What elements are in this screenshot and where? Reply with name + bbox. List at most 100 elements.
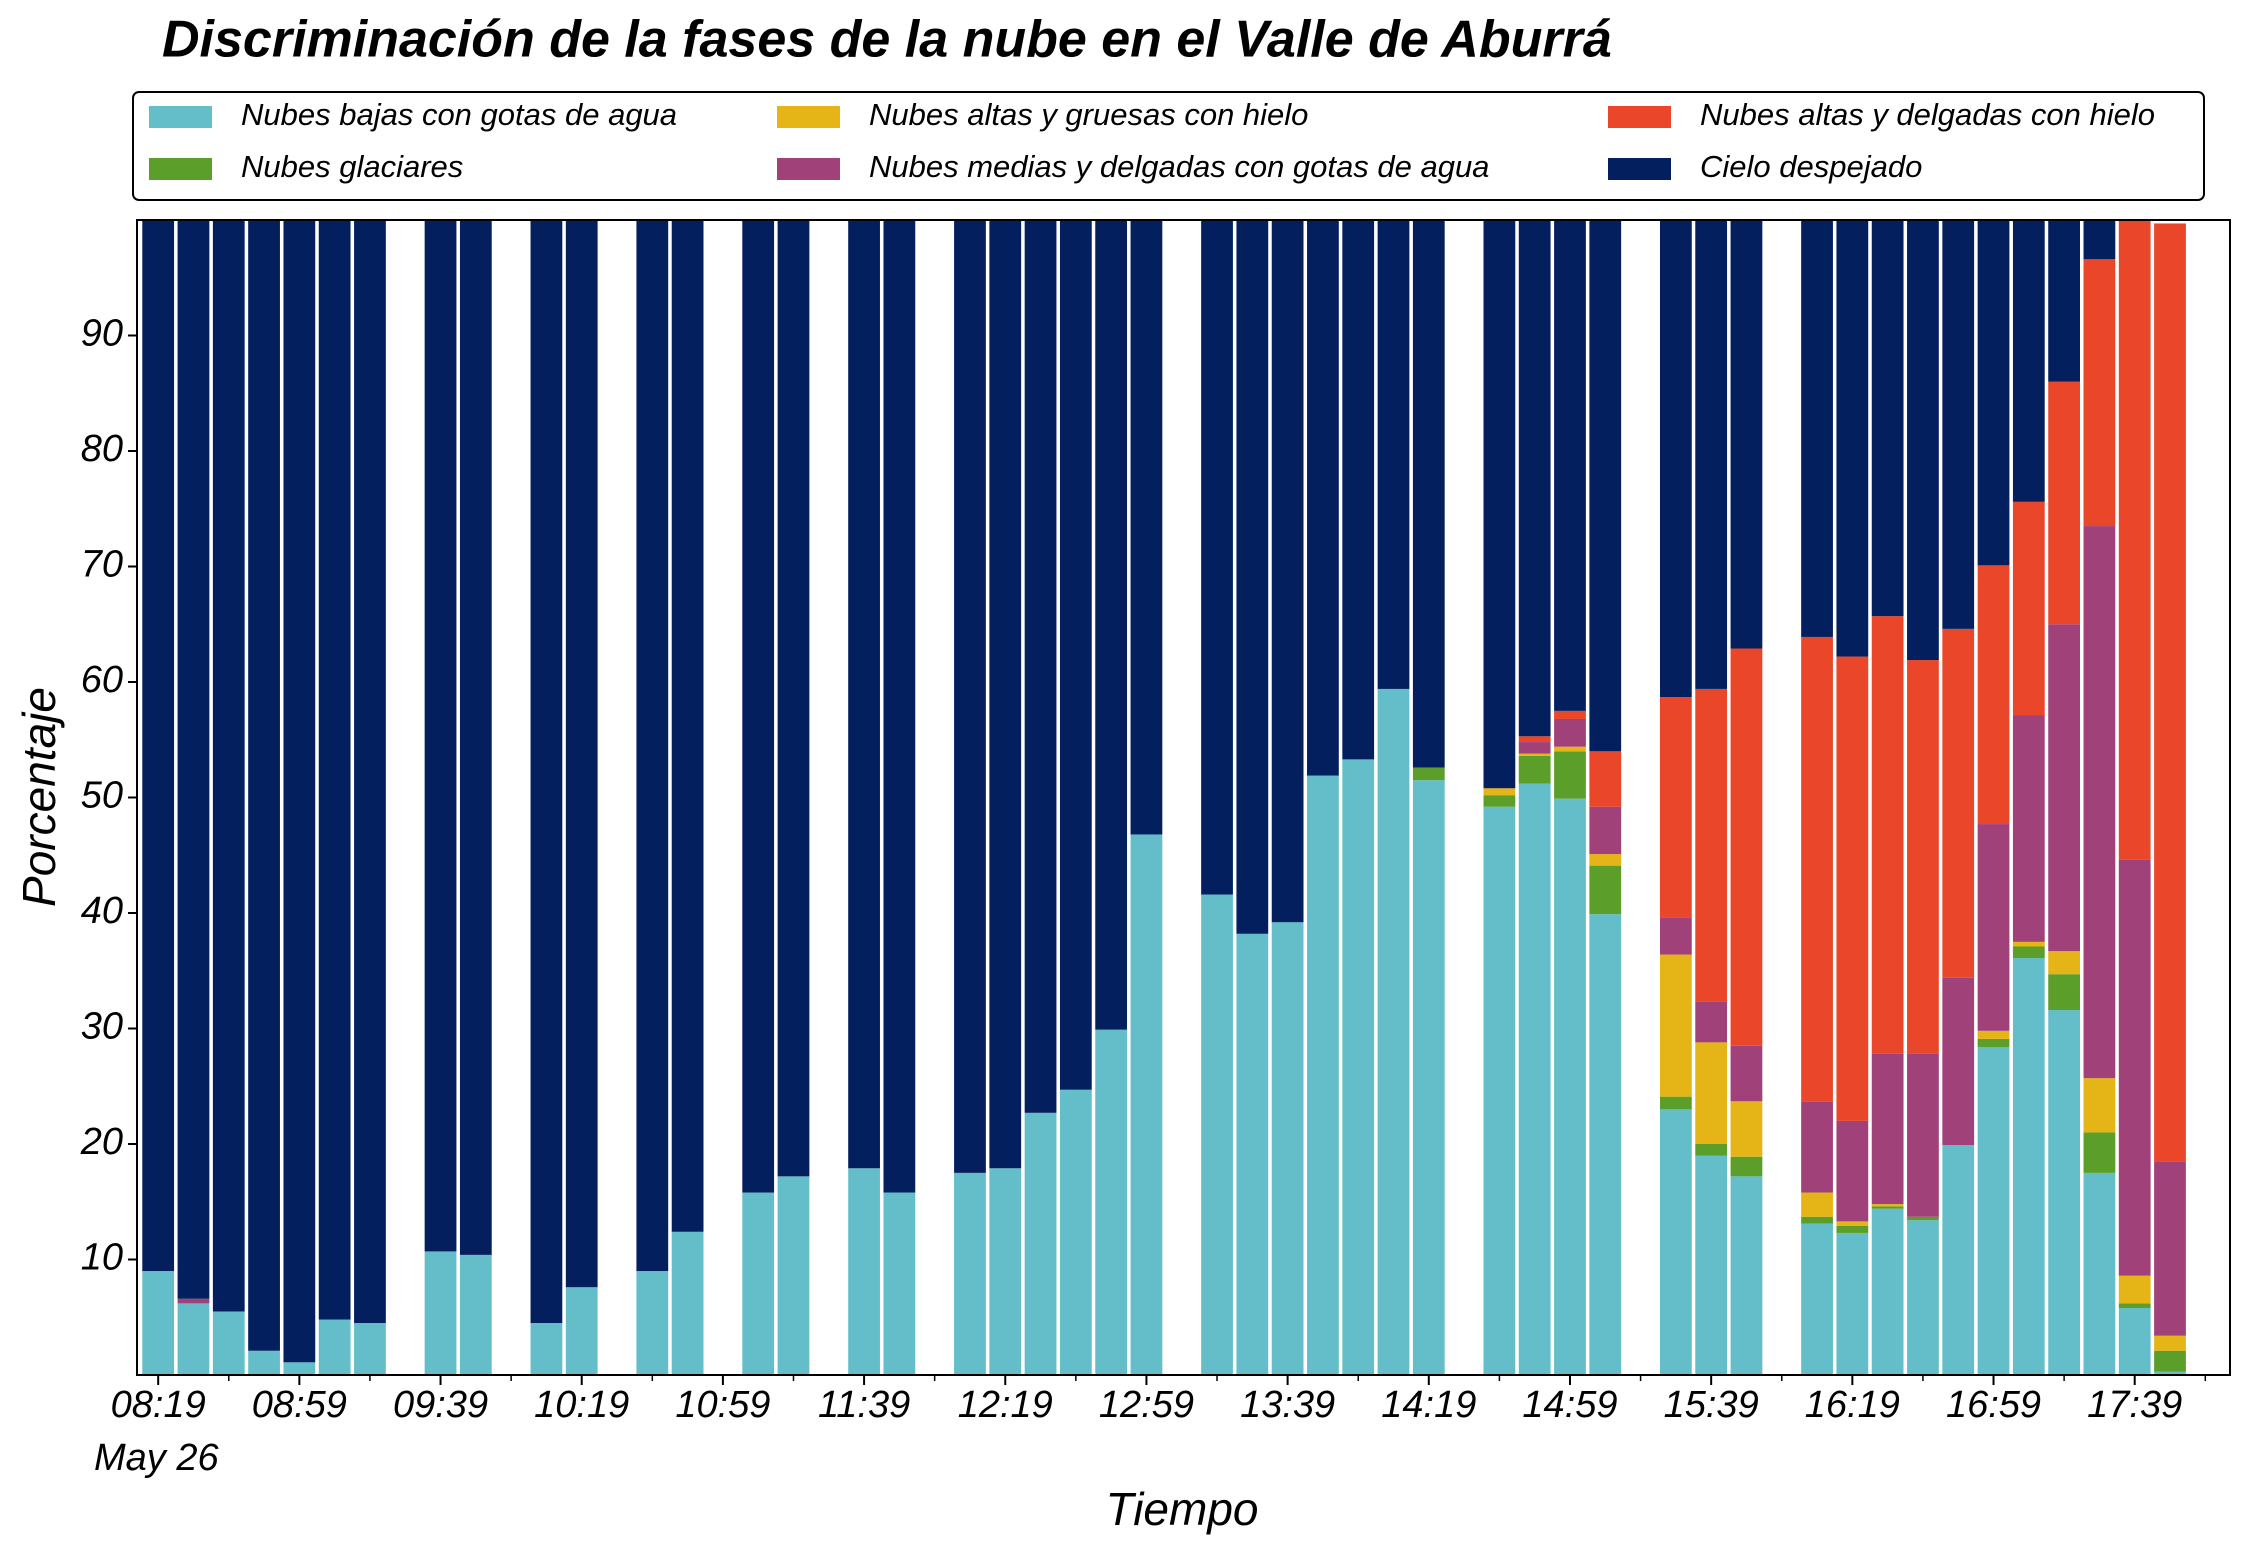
x-tick-label: 11:39: [818, 1384, 910, 1426]
bar-segment: [2083, 526, 2116, 1079]
bar-segment: [1059, 1089, 1092, 1375]
bar-segment: [848, 220, 880, 1169]
bar-segment: [2012, 946, 2045, 959]
x-tick-label: 12:19: [958, 1384, 1053, 1426]
bar-segment: [1024, 220, 1057, 1113]
bar-segment: [848, 1168, 880, 1375]
bar-segment: [177, 1303, 210, 1375]
bar-segment: [212, 220, 245, 1312]
bar-segment: [248, 220, 280, 1351]
x-tick-label: 16:59: [1946, 1384, 2041, 1426]
bar-segment: [1659, 1096, 1692, 1110]
bar-segment: [1518, 742, 1551, 754]
legend-label: Cielo despejado: [1700, 149, 1922, 184]
bar-segment: [2154, 1350, 2186, 1372]
bar-segment: [1483, 788, 1516, 796]
bar-segment: [1977, 1038, 2010, 1047]
bar-segment: [1518, 220, 1551, 737]
bar-segment: [1518, 755, 1551, 784]
bar-segment: [1024, 1112, 1057, 1375]
x-tick-label: 10:59: [675, 1384, 770, 1426]
bar-segment: [1836, 1226, 1869, 1233]
bar-segment: [1907, 1220, 1939, 1375]
bar-segment: [671, 1231, 704, 1375]
bar-segment: [1377, 220, 1410, 689]
bar-segment: [1554, 751, 1586, 799]
y-tick-label: 50: [81, 775, 123, 817]
bar-segment: [1095, 1029, 1128, 1375]
bar-segment: [177, 1298, 210, 1304]
legend-label: Nubes altas y gruesas con hielo: [869, 97, 1308, 132]
bar-segment: [1659, 1109, 1692, 1375]
bar-segment: [2083, 259, 2116, 527]
bar-segment: [1589, 806, 1622, 855]
bar-segment: [142, 1271, 175, 1375]
bar-segment: [1801, 636, 1833, 1102]
bar-segment: [1942, 977, 1975, 1146]
bar-segment: [1483, 220, 1516, 789]
bar-segment: [1871, 220, 1904, 617]
bar-segment: [459, 1254, 492, 1375]
x-tick-label: 14:59: [1522, 1384, 1617, 1426]
bar-segment: [1589, 751, 1622, 807]
bar-segment: [1342, 759, 1375, 1375]
x-tick-label: 08:19: [111, 1384, 206, 1426]
legend-swatch: [1608, 158, 1671, 180]
chart-title: Discriminación de la fases de la nube en…: [162, 11, 1612, 69]
bar-segment: [1554, 798, 1586, 1375]
bar-segment: [1059, 220, 1092, 1090]
x-tick-label: 12:59: [1099, 1384, 1194, 1426]
bar-segment: [2012, 715, 2045, 942]
bar-segment: [742, 220, 775, 1193]
y-tick-label: 30: [81, 1006, 123, 1048]
legend-swatch: [1608, 106, 1671, 128]
bar-segment: [1271, 922, 1304, 1375]
bar-segment: [1554, 220, 1586, 711]
y-tick-label: 70: [81, 544, 123, 586]
bar-segment: [1977, 824, 2010, 1031]
y-axis-label: Porcentaje: [13, 687, 65, 907]
bar-segment: [2083, 1078, 2116, 1133]
x-tick-label: 17:39: [2087, 1384, 2182, 1426]
bar-segment: [1695, 688, 1728, 1002]
bar-segment: [1342, 220, 1375, 760]
bar-segment: [1871, 1053, 1904, 1205]
bar-segment: [1695, 1155, 1728, 1375]
bar-segment: [777, 220, 810, 1177]
y-tick-label: 80: [81, 428, 123, 470]
bar-segment: [1659, 220, 1692, 698]
bar-segment: [883, 1192, 916, 1375]
bar-segment: [318, 1319, 351, 1375]
bar-segment: [1942, 1145, 1975, 1375]
bar-segment: [883, 220, 916, 1193]
bar-segment: [1589, 220, 1622, 752]
bar-segment: [1907, 660, 1939, 1054]
bar-segment: [1977, 565, 2010, 825]
bar-segment: [2048, 624, 2080, 952]
bar-segment: [742, 1192, 775, 1375]
bar-segment: [1977, 220, 2010, 566]
bar-segment: [283, 1362, 316, 1375]
y-tick-label: 90: [81, 313, 123, 355]
bar-segment: [1730, 1045, 1763, 1102]
bar-segment: [1942, 628, 1975, 978]
bar-segment: [1201, 894, 1233, 1375]
bar-segment: [1977, 1030, 2010, 1039]
bar-segment: [1871, 1208, 1904, 1375]
bar-segment: [2154, 223, 2186, 1162]
bar-segment: [2012, 501, 2045, 716]
bar-segment: [1307, 220, 1339, 776]
bar-segment: [1483, 795, 1516, 807]
bar-segment: [2083, 220, 2116, 260]
bar-segment: [1942, 220, 1975, 629]
bar-segment: [212, 1311, 245, 1375]
bar-segment: [1412, 767, 1445, 781]
bar-segment: [424, 220, 457, 1252]
bar-segment: [1871, 1204, 1904, 1207]
bar-segment: [1801, 1216, 1833, 1224]
legend-box: [132, 91, 2205, 201]
y-tick-label: 10: [81, 1237, 123, 1279]
bar-segment: [1307, 775, 1339, 1375]
x-date-label: May 26: [94, 1437, 219, 1479]
bar-segment: [2048, 1010, 2080, 1375]
